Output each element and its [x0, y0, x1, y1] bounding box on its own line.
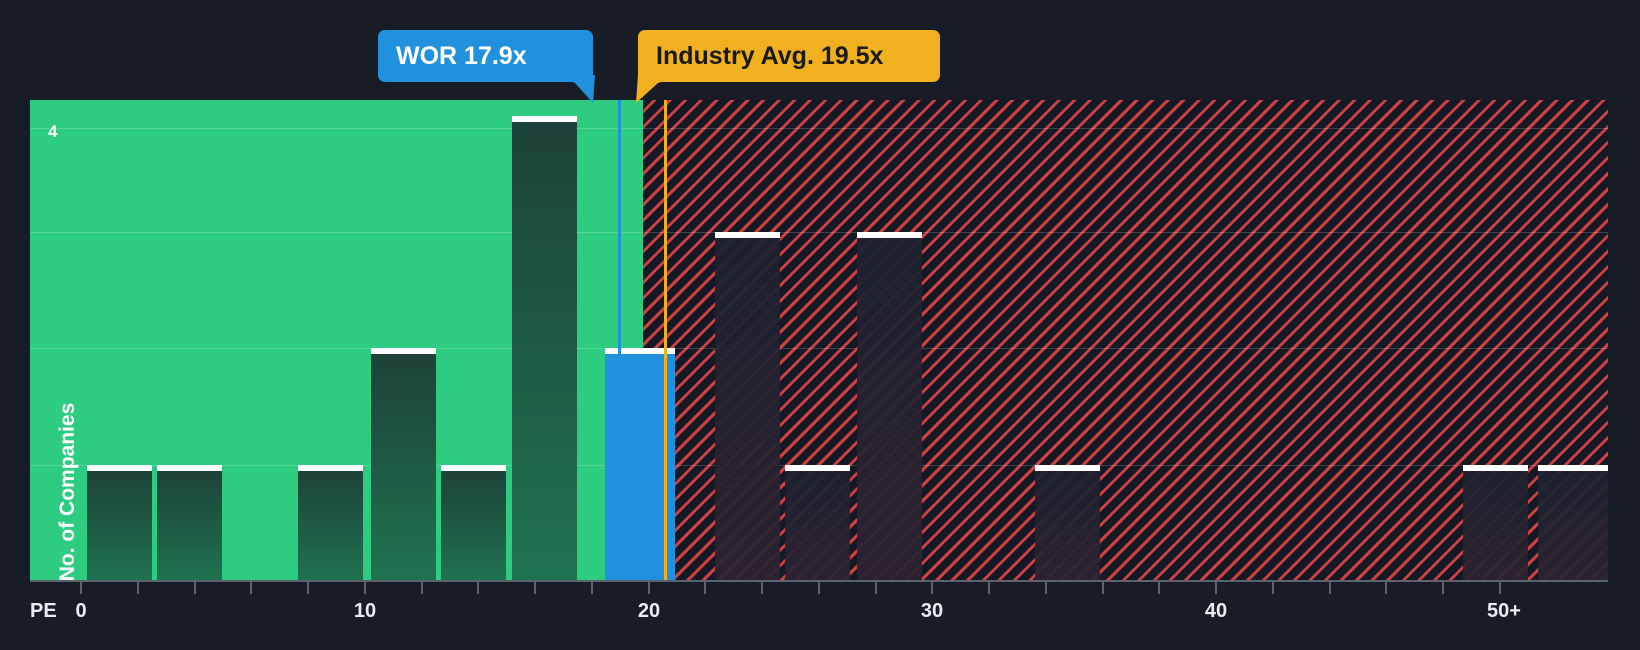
bar-26-28[interactable]: [857, 232, 922, 580]
bar-cap: [87, 465, 152, 471]
x-tick-46: [1385, 582, 1387, 594]
bar-body: [605, 354, 675, 580]
bar-2-4[interactable]: [157, 465, 222, 580]
bar-cap: [1463, 465, 1528, 471]
x-tick-44: [1329, 582, 1331, 594]
x-tick-label-50-plus: 50+: [1487, 600, 1521, 622]
bar-body: [298, 471, 363, 580]
bar-10-12[interactable]: [371, 348, 436, 580]
x-tick-48: [1442, 582, 1444, 594]
bar-body: [371, 354, 436, 580]
x-tick-36: [1102, 582, 1104, 594]
bar-cap: [857, 232, 922, 238]
bar-31-34[interactable]: [1035, 465, 1100, 580]
bar-body: [715, 238, 780, 580]
bar-body: [512, 122, 577, 580]
bar-cap: [785, 465, 850, 471]
x-tick-40: [1215, 582, 1217, 594]
x-tick-label-0: 0: [75, 600, 87, 622]
x-tick-38: [1158, 582, 1160, 594]
bar-body: [87, 471, 152, 580]
plot-area: 4 No. of Companies: [30, 100, 1608, 580]
y-tick-label-4: 4: [48, 122, 58, 141]
bar-46-49[interactable]: [1463, 465, 1528, 580]
gridline-4: [30, 128, 1608, 129]
bar-body: [1035, 471, 1100, 580]
y-axis-title: No. of Companies: [56, 402, 79, 580]
x-tick-20: [648, 582, 650, 594]
x-tick-26: [818, 582, 820, 594]
bar-12-14[interactable]: [441, 465, 506, 580]
bar-cap: [1538, 465, 1608, 471]
x-tick-2: [137, 582, 139, 594]
bar-body: [785, 471, 850, 580]
bar-body: [1538, 471, 1608, 580]
industry-average-marker-line: [664, 100, 667, 580]
x-tick-28: [875, 582, 877, 594]
bar-50-plus[interactable]: [1538, 465, 1608, 580]
x-tick-4: [194, 582, 196, 594]
overvalued-zone-hatched: [643, 100, 1608, 580]
x-tick-34: [1045, 582, 1047, 594]
wor-callout[interactable]: WOR 17.9x: [378, 30, 593, 82]
x-tick-label-30: 30: [920, 600, 944, 622]
bar-cap: [371, 348, 436, 354]
wor-callout-tail: [555, 75, 595, 103]
x-tick-0: [80, 582, 82, 594]
bar-cap: [441, 465, 506, 471]
bar-cap: [512, 116, 577, 122]
bar-cap: [1035, 465, 1100, 471]
industry-average-callout-label: Industry Avg. 19.5x: [656, 41, 884, 70]
bar-cap: [715, 232, 780, 238]
x-tick-50: [1499, 582, 1501, 594]
x-tick-18: [591, 582, 593, 594]
wor-callout-label: WOR 17.9x: [396, 41, 527, 70]
x-tick-22: [704, 582, 706, 594]
bar-body: [857, 238, 922, 580]
x-tick-10: [364, 582, 366, 594]
bar-cap: [157, 465, 222, 471]
bar-cap: [298, 465, 363, 471]
x-tick-32: [988, 582, 990, 594]
industry-callout-tail: [636, 75, 680, 103]
bar-6-8[interactable]: [298, 465, 363, 580]
bar-0-2[interactable]: [87, 465, 152, 580]
industry-average-callout[interactable]: Industry Avg. 19.5x: [638, 30, 940, 82]
x-tick-8: [307, 582, 309, 594]
gridline-3: [30, 232, 1608, 233]
bar-23-26[interactable]: [785, 465, 850, 580]
wor-marker-line: [618, 100, 621, 580]
x-tick-14: [477, 582, 479, 594]
bar-21-23[interactable]: [715, 232, 780, 580]
x-tick-6: [250, 582, 252, 594]
bar-body: [157, 471, 222, 580]
x-tick-24: [761, 582, 763, 594]
gridline-2: [30, 348, 1608, 349]
bar-cap: [605, 348, 675, 354]
x-tick-label-20: 20: [637, 600, 661, 622]
x-tick-16: [534, 582, 536, 594]
bar-body: [1463, 471, 1528, 580]
bar-body: [441, 471, 506, 580]
x-tick-42: [1272, 582, 1274, 594]
x-tick-label-40: 40: [1204, 600, 1228, 622]
bar-15-17[interactable]: [512, 116, 577, 580]
x-tick-30: [931, 582, 933, 594]
x-tick-12: [421, 582, 423, 594]
x-axis-title: PE: [30, 600, 57, 622]
x-axis-line: [30, 580, 1608, 582]
x-tick-label-10: 10: [353, 600, 377, 622]
bar-highlight-wor[interactable]: [605, 348, 675, 580]
